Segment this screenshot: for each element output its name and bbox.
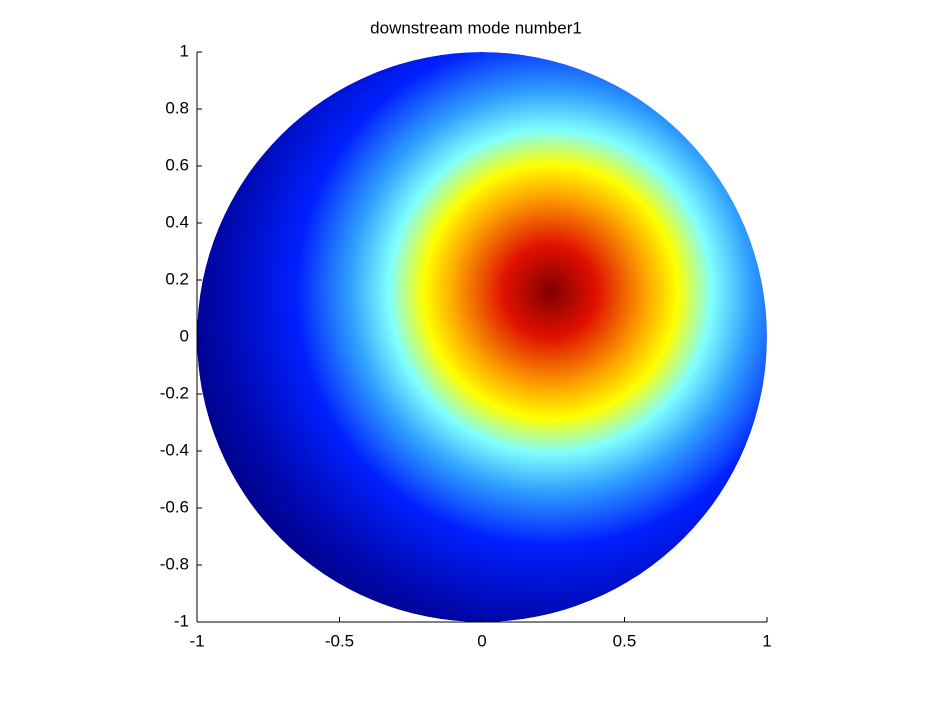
y-tick-label: -1 <box>174 611 189 630</box>
y-tick-label: 0.6 <box>165 155 189 174</box>
y-tick-label: -0.4 <box>160 440 189 459</box>
x-tick-label: -1 <box>189 631 204 650</box>
x-tick-label: -0.5 <box>325 631 354 650</box>
y-tick-label: -0.6 <box>160 497 189 516</box>
x-tick-label: 0 <box>477 631 486 650</box>
y-tick-label: -0.2 <box>160 383 189 402</box>
y-tick-label: 0.8 <box>165 98 189 117</box>
chart-title: downstream mode number1 <box>370 18 582 37</box>
y-tick-label: 1 <box>180 41 189 60</box>
y-tick-label: 0.4 <box>165 212 189 231</box>
contour-field <box>197 52 767 622</box>
x-tick-label: 0.5 <box>613 631 637 650</box>
y-tick-label: 0.2 <box>165 269 189 288</box>
y-tick-label: 0 <box>180 326 189 345</box>
x-tick-label: 1 <box>762 631 771 650</box>
y-tick-label: -0.8 <box>160 554 189 573</box>
